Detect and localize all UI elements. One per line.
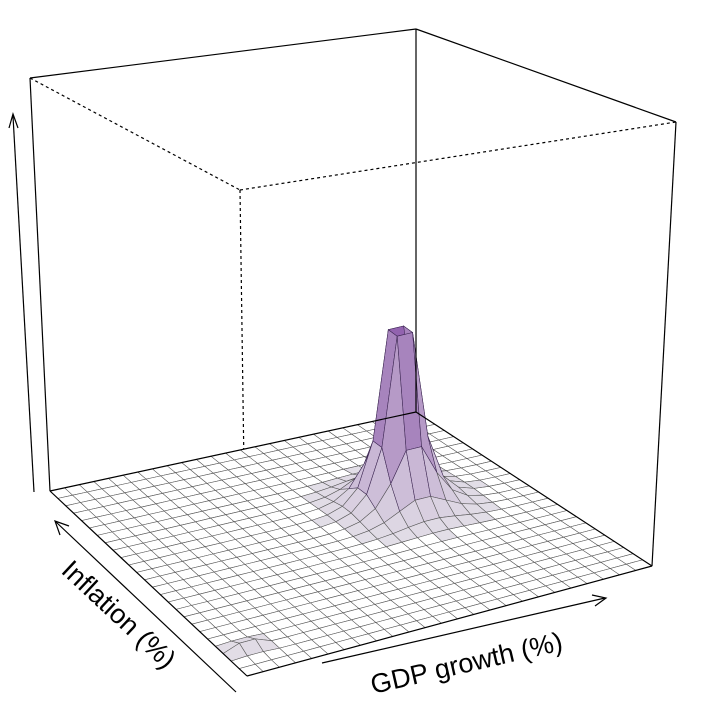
- box-edge-top-left-back: [29, 77, 241, 191]
- surface-cell: [463, 479, 490, 489]
- box-edge-top-left: [29, 28, 417, 79]
- gdp-axis-arrow: [321, 597, 606, 664]
- axis-arrows: [8, 112, 608, 693]
- gdp-axis-arrowhead: [591, 594, 608, 607]
- box-edge-floor-left: [49, 490, 248, 677]
- box-hidden-edges: [29, 77, 677, 677]
- density-surface: [214, 325, 503, 662]
- box-edge-right-vertical: [651, 121, 677, 567]
- box-edge-top-right-back: [239, 121, 677, 191]
- box-edge-floor-front: [246, 565, 653, 677]
- z-axis-arrowhead: [8, 112, 19, 129]
- inflation-axis-arrowhead: [54, 520, 70, 536]
- gdp-axis-label: GDP growth (%): [368, 627, 566, 700]
- box-edge-floor-back-right: [415, 411, 653, 567]
- surface-cell: [469, 511, 496, 523]
- z-axis-arrow: [12, 115, 35, 493]
- inflation-axis-arrow: [55, 521, 237, 693]
- surface-cell: [432, 528, 459, 542]
- box-edge-floor-back-left: [49, 411, 417, 492]
- surface-cell: [254, 638, 281, 652]
- surface-cell: [476, 501, 503, 513]
- box-edge-top-right: [415, 28, 677, 123]
- box-visible-edges: [29, 28, 677, 677]
- box-edge-left-vertical: [29, 77, 51, 492]
